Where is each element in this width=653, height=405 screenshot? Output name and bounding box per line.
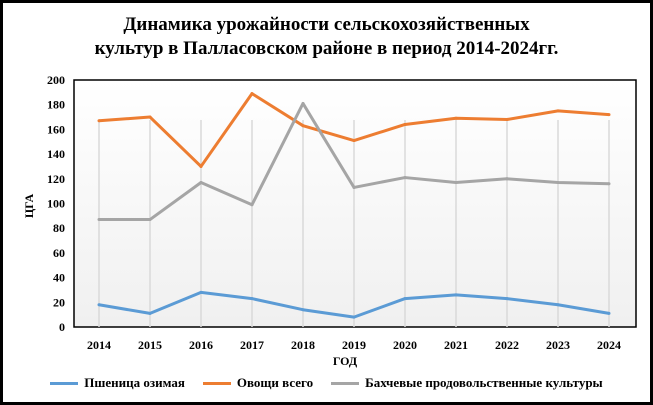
x-axis-label: ГОД	[333, 354, 358, 368]
data-point	[301, 308, 305, 312]
legend-label: Пшеница озимая	[84, 375, 185, 390]
data-point	[148, 218, 152, 222]
data-point	[199, 164, 203, 168]
data-point	[97, 303, 101, 307]
x-tick-label: 2014	[87, 338, 111, 352]
data-point	[403, 176, 407, 180]
data-point	[352, 139, 356, 143]
data-point	[454, 181, 458, 185]
data-point	[454, 293, 458, 297]
data-point	[199, 290, 203, 294]
y-axis-label: ЦГА	[22, 194, 36, 219]
data-point	[607, 113, 611, 117]
legend-swatch	[50, 381, 79, 385]
legend: Пшеница озимая Овощи всего Бахчевые продов…	[3, 375, 650, 391]
data-point	[148, 115, 152, 119]
y-tick-label: 120	[47, 172, 65, 186]
data-point	[556, 109, 560, 113]
legend-swatch	[202, 381, 231, 385]
y-tick-label: 140	[47, 147, 65, 161]
data-point	[505, 177, 509, 181]
legend-item: Пшеница озимая	[50, 375, 185, 391]
data-point	[301, 101, 305, 105]
y-tick-label: 60	[53, 246, 65, 260]
y-tick-label: 160	[47, 122, 65, 136]
chart-title: Динамика урожайности сельскохозяйственны…	[3, 13, 650, 61]
data-point	[97, 119, 101, 123]
data-point	[505, 297, 509, 301]
plot-background	[73, 79, 637, 328]
data-point	[556, 181, 560, 185]
legend-label: Бахчевые продовольственные культуры	[365, 375, 603, 390]
title-line-1: Динамика урожайности сельскохозяйственны…	[123, 14, 530, 35]
data-point	[403, 122, 407, 126]
x-tick-label: 2017	[240, 338, 264, 352]
data-point	[97, 218, 101, 222]
data-point	[607, 182, 611, 186]
y-tick-label: 80	[53, 221, 65, 235]
legend-label: Овощи всего	[236, 375, 314, 390]
legend-item: Овощи всего	[202, 375, 314, 391]
data-point	[607, 311, 611, 315]
data-point	[454, 116, 458, 120]
data-point	[301, 124, 305, 128]
data-point	[199, 181, 203, 185]
y-tick-label: 20	[53, 295, 65, 309]
data-point	[505, 118, 509, 122]
data-point	[250, 297, 254, 301]
x-tick-label: 2019	[342, 338, 366, 352]
data-point	[556, 303, 560, 307]
plot-area: 0 20 40 60 80 100 120 140 160 180 200 2014 2015 2016 2…	[22, 73, 637, 368]
y-tick-label: 0	[59, 320, 65, 334]
legend-item: Бахчевые продовольственные культуры	[331, 375, 603, 391]
x-tick-label: 2022	[495, 338, 519, 352]
x-tick-label: 2015	[138, 338, 162, 352]
x-tick-label: 2023	[546, 338, 570, 352]
y-tick-label: 100	[47, 197, 65, 211]
data-point	[250, 203, 254, 207]
x-tick-label: 2018	[291, 338, 315, 352]
y-tick-label: 40	[53, 271, 65, 285]
title-line-2: культур в Палласовском районе в период 2…	[94, 38, 559, 59]
y-tick-label: 180	[47, 98, 65, 112]
data-point	[250, 92, 254, 96]
data-point	[352, 315, 356, 319]
x-tick-label: 2024	[597, 338, 621, 352]
x-tick-label: 2016	[189, 338, 213, 352]
y-tick-label: 200	[47, 73, 65, 87]
data-point	[148, 311, 152, 315]
x-tick-label: 2021	[444, 338, 468, 352]
data-point	[352, 185, 356, 189]
data-point	[403, 297, 407, 301]
x-tick-label: 2020	[393, 338, 417, 352]
legend-swatch	[331, 381, 360, 385]
